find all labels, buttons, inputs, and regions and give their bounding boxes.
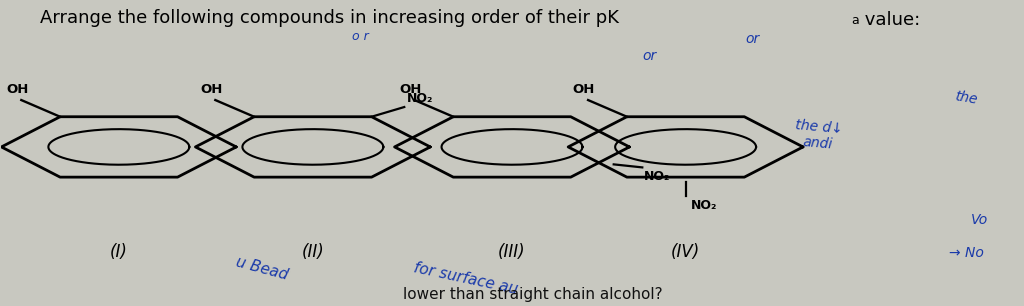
Text: lower than straight chain alcohol?: lower than straight chain alcohol?: [402, 287, 663, 302]
Text: the: the: [954, 90, 979, 107]
Text: value:: value:: [859, 11, 921, 29]
Text: or: or: [744, 32, 759, 46]
Text: the d↓
andi: the d↓ andi: [794, 118, 844, 152]
Text: (IV): (IV): [671, 243, 700, 260]
Text: a: a: [851, 14, 859, 27]
Text: for surface au: for surface au: [413, 260, 519, 297]
Text: NO₂: NO₂: [691, 199, 717, 212]
Text: or: or: [643, 49, 657, 63]
Text: NO₂: NO₂: [644, 170, 671, 183]
Text: OH: OH: [6, 83, 29, 95]
Text: Vo: Vo: [971, 213, 988, 227]
Text: (II): (II): [301, 243, 325, 260]
Text: o r: o r: [352, 30, 370, 43]
Text: OH: OH: [572, 83, 595, 95]
Text: (III): (III): [499, 243, 525, 260]
Text: u Bead: u Bead: [234, 254, 290, 282]
Text: Arrange the following compounds in increasing order of their pK: Arrange the following compounds in incre…: [40, 9, 620, 27]
Text: OH: OH: [200, 83, 222, 95]
Text: (I): (I): [110, 243, 128, 260]
Text: → No: → No: [949, 246, 984, 260]
Text: OH: OH: [399, 83, 422, 95]
Text: NO₂: NO₂: [408, 91, 434, 105]
